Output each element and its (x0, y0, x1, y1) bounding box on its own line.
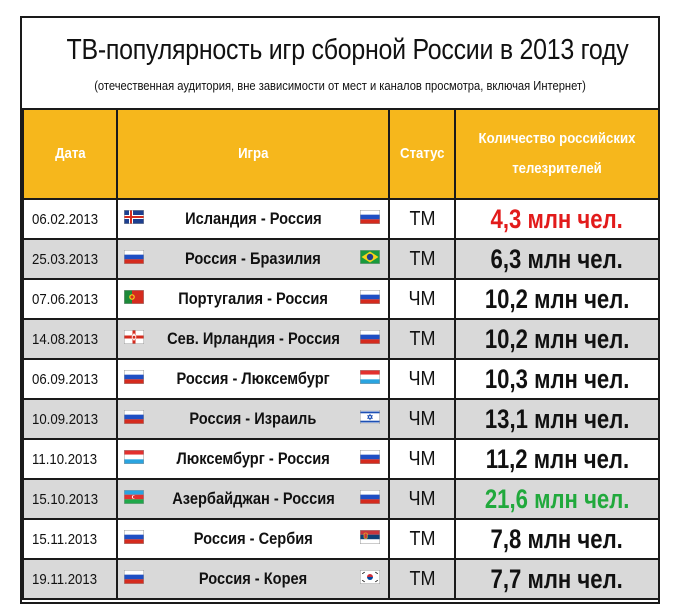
column-header-viewers-line1: Количество российских (478, 130, 636, 147)
table-row: 25.03.2013 Россия - Бразилия ТМ 6,3 млн чел… (22, 238, 660, 280)
cell-game: Исландия - Россия (116, 198, 390, 240)
cell-viewers: 7,7 млн чел. (454, 558, 660, 600)
table-header-row: Дата Игра Статус Количество российских т… (22, 108, 660, 200)
cell-game: Россия - Сербия (116, 518, 390, 560)
page-title: ТВ-популярность игр сборной России в 201… (66, 34, 629, 66)
russia-flag-icon (360, 450, 380, 464)
game-label: Люксембург - Россия (176, 449, 330, 468)
cell-date: 07.06.2013 (22, 278, 118, 320)
game-label: Азербайджан - Россия (171, 489, 335, 508)
cell-viewers: 6,3 млн чел. (454, 238, 660, 280)
northern-ireland-flag-icon (124, 330, 144, 344)
cell-game: Россия - Израиль (116, 398, 390, 440)
table-body: 06.02.2013 Исландия - Россия ТМ 4,3 млн чел… (22, 198, 660, 600)
cell-date: 10.09.2013 (22, 398, 118, 440)
cell-viewers: 21,6 млн чел. (454, 478, 660, 520)
russia-flag-icon (124, 250, 144, 264)
south-korea-flag-icon (360, 570, 380, 584)
russia-flag-icon (124, 410, 144, 424)
russia-flag-icon (124, 570, 144, 584)
cell-game: Азербайджан - Россия (116, 478, 390, 520)
table-row: 19.11.2013 Россия - Корея ТМ 7,7 млн чел. (22, 558, 660, 600)
azerbaijan-flag-icon (124, 490, 144, 504)
cell-game: Сев. Ирландия - Россия (116, 318, 390, 360)
cell-viewers: 11,2 млн чел. (454, 438, 660, 480)
cell-viewers: 4,3 млн чел. (454, 198, 660, 240)
brazil-flag-icon (360, 250, 380, 264)
cell-date: 25.03.2013 (22, 238, 118, 280)
russia-flag-icon (360, 330, 380, 344)
cell-status: ЧМ (388, 438, 456, 480)
table-row: 15.10.2013 Азербайджан - Россия ЧМ 21,6 млн… (22, 478, 660, 520)
cell-status: ЧМ (388, 478, 456, 520)
cell-date: 19.11.2013 (22, 558, 118, 600)
luxembourg-flag-icon (124, 450, 144, 464)
cell-game: Россия - Бразилия (116, 238, 390, 280)
russia-flag-icon (360, 210, 380, 224)
russia-flag-icon (124, 530, 144, 544)
cell-status: ЧМ (388, 398, 456, 440)
israel-flag-icon (360, 410, 380, 424)
game-label: Сев. Ирландия - Россия (166, 329, 340, 348)
iceland-flag-icon (124, 210, 144, 224)
cell-date: 11.10.2013 (22, 438, 118, 480)
cell-status: ЧМ (388, 278, 456, 320)
luxembourg-flag-icon (360, 370, 380, 384)
game-label: Россия - Бразилия (185, 249, 321, 268)
table-row: 10.09.2013 Россия - Израиль ЧМ 13,1 млн чел… (22, 398, 660, 440)
cell-viewers: 10,2 млн чел. (454, 278, 660, 320)
cell-viewers: 10,3 млн чел. (454, 358, 660, 400)
cell-game: Россия - Люксембург (116, 358, 390, 400)
cell-status: ЧМ (388, 358, 456, 400)
portugal-flag-icon (124, 290, 144, 304)
cell-date: 14.08.2013 (22, 318, 118, 360)
russia-flag-icon (360, 290, 380, 304)
serbia-flag-icon (360, 530, 380, 544)
table-row: 06.02.2013 Исландия - Россия ТМ 4,3 млн чел… (22, 198, 660, 240)
game-label: Португалия - Россия (178, 289, 328, 308)
cell-game: Россия - Корея (116, 558, 390, 600)
cell-date: 15.10.2013 (22, 478, 118, 520)
cell-date: 06.02.2013 (22, 198, 118, 240)
table-row: 11.10.2013 Люксембург - Россия ЧМ 11,2 млн … (22, 438, 660, 480)
cell-status: ТМ (388, 558, 456, 600)
game-label: Россия - Сербия (193, 529, 313, 548)
column-header-status: Статус (388, 108, 456, 200)
table-row: 06.09.2013 Россия - Люксембург ЧМ 10,3 млн … (22, 358, 660, 400)
column-header-game: Игра (116, 108, 390, 200)
page-subtitle: (отечественная аудитория, вне зависимост… (94, 78, 586, 93)
game-label: Россия - Люксембург (176, 369, 330, 388)
game-label: Россия - Корея (198, 569, 308, 588)
ratings-table: Дата Игра Статус Количество российских т… (22, 108, 660, 600)
column-header-viewers-line2: телезрителей (512, 160, 602, 177)
column-header-date: Дата (22, 108, 118, 200)
cell-date: 15.11.2013 (22, 518, 118, 560)
cell-viewers: 10,2 млн чел. (454, 318, 660, 360)
column-header-viewers: Количество российских телезрителей (454, 108, 660, 200)
header-block: ТВ-популярность игр сборной России в 201… (22, 18, 658, 108)
cell-game: Люксембург - Россия (116, 438, 390, 480)
cell-status: ТМ (388, 238, 456, 280)
russia-flag-icon (124, 370, 144, 384)
infographic-frame: ТВ-популярность игр сборной России в 201… (20, 16, 660, 604)
cell-status: ТМ (388, 518, 456, 560)
cell-date: 06.09.2013 (22, 358, 118, 400)
cell-game: Португалия - Россия (116, 278, 390, 320)
game-label: Россия - Израиль (189, 409, 317, 428)
table-row: 15.11.2013 Россия - Сербия ТМ 7,8 млн чел. (22, 518, 660, 560)
cell-status: ТМ (388, 318, 456, 360)
game-label: Исландия - Россия (184, 209, 322, 228)
russia-flag-icon (360, 490, 380, 504)
cell-viewers: 13,1 млн чел. (454, 398, 660, 440)
table-row: 07.06.2013 Португалия - Россия ЧМ 10,2 млн … (22, 278, 660, 320)
cell-status: ТМ (388, 198, 456, 240)
table-row: 14.08.2013 Сев. Ирландия - Россия ТМ 10,2 м… (22, 318, 660, 360)
cell-viewers: 7,8 млн чел. (454, 518, 660, 560)
